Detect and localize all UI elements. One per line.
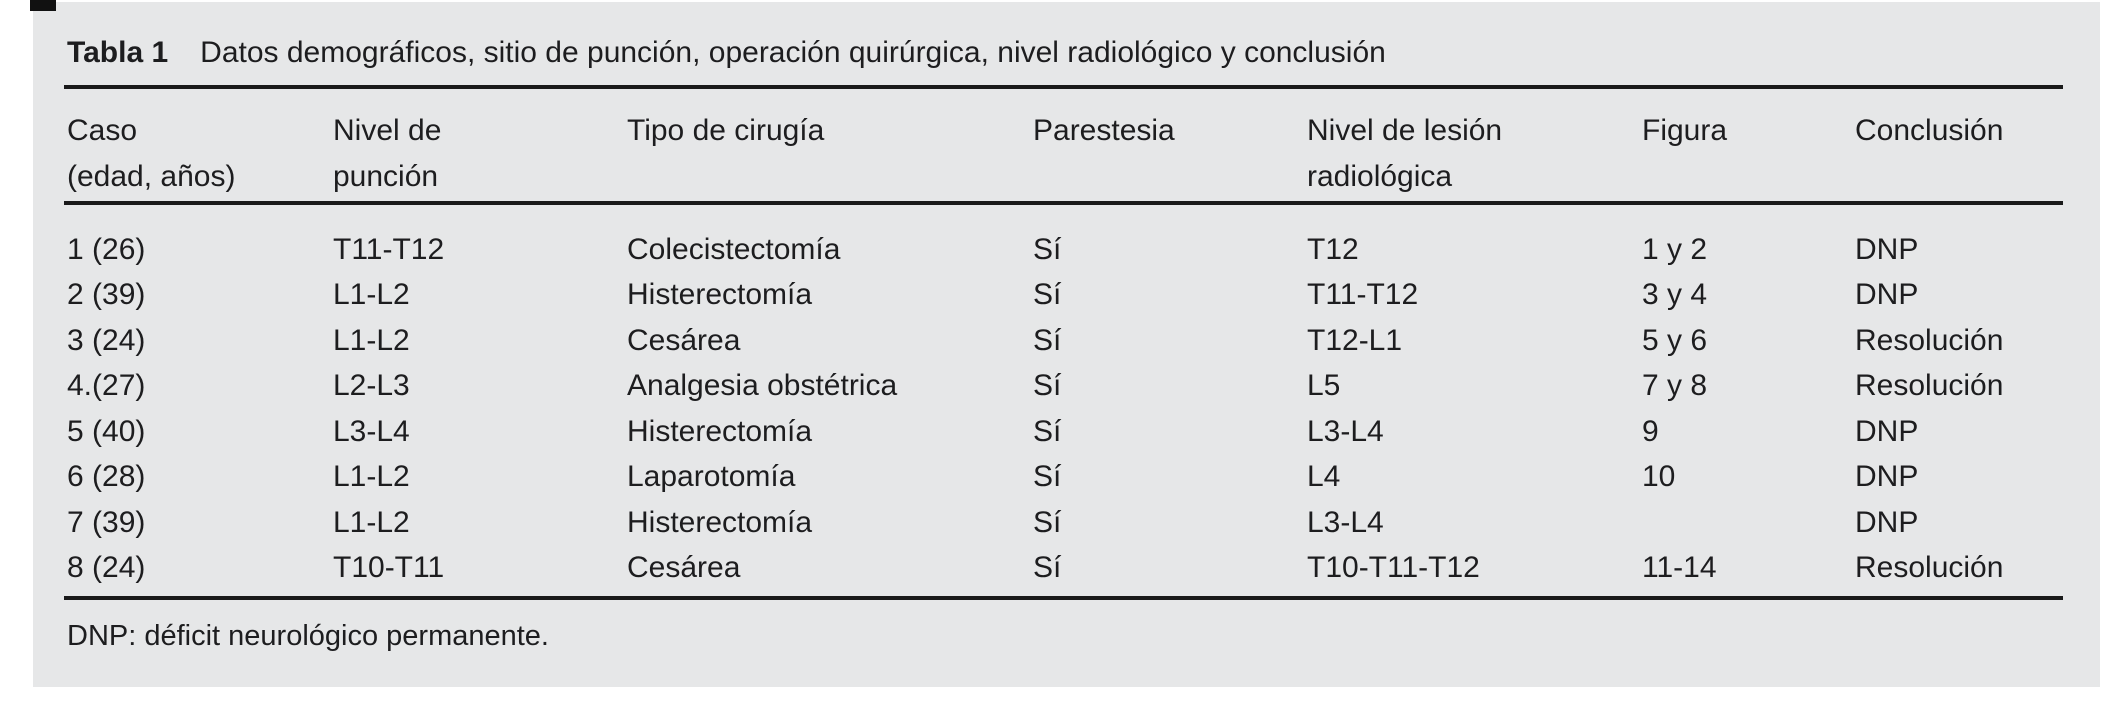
column-header-line: punción — [333, 160, 439, 193]
table-cell-conclusion: DNP — [1855, 505, 1919, 539]
table-cell-conclusion: Resolución — [1855, 369, 2004, 403]
column-header-nivel_lesion: Nivel de lesión radiológica — [1307, 108, 1502, 200]
table-cell-conclusion: DNP — [1855, 278, 1919, 312]
column-header-line: Parestesia — [1033, 114, 1175, 147]
table-row: 3 (24) L1-L2 Cesárea Sí T12-L1 5 y 6 Resolució… — [0, 318, 2120, 364]
table-body: 1 (26) T11-T12 Colecistectomía Sí T12 1 y 2 DN… — [0, 227, 2120, 591]
table-cell-tipo_cirugia: Analgesia obstétrica — [627, 369, 898, 403]
table-cell-conclusion: Resolución — [1855, 323, 2004, 357]
column-header-conclusion: Conclusión — [1855, 108, 2003, 154]
table-cell-tipo_cirugia: Cesárea — [627, 551, 741, 585]
table-title: Tabla 1 Datos demográficos, sitio de punc… — [67, 36, 1967, 70]
table-row: 6 (28) L1-L2 Laparotomía Sí L4 10 DNP — [0, 455, 2120, 501]
table-cell-nivel_puncion: L3-L4 — [333, 414, 410, 448]
table-cell-conclusion: DNP — [1855, 232, 1919, 266]
table-cell-parestesia: Sí — [1033, 460, 1062, 494]
table-cell-nivel_puncion: L1-L2 — [333, 505, 410, 539]
table-cell-parestesia: Sí — [1033, 505, 1062, 539]
table-cell-caso: 4.(27) — [67, 369, 146, 403]
column-header-line: radiológica — [1307, 160, 1453, 193]
table-cell-nivel_lesion: T11-T12 — [1307, 278, 1419, 312]
table-row: 5 (40) L3-L4 Histerectomía Sí L3-L4 9 DNP — [0, 409, 2120, 455]
table-cell-parestesia: Sí — [1033, 278, 1062, 312]
table-cell-figura: 5 y 6 — [1642, 323, 1708, 357]
column-header-caso: Caso (edad, años) — [67, 108, 235, 200]
table-cell-figura: 10 — [1642, 460, 1676, 494]
rule-above-footnote — [64, 596, 2063, 600]
rule-below-title — [64, 85, 2063, 89]
table-cell-nivel_puncion: T11-T12 — [333, 232, 445, 266]
corner-crop-mark — [30, 0, 56, 11]
table-cell-parestesia: Sí — [1033, 414, 1062, 448]
table-cell-nivel_puncion: L1-L2 — [333, 323, 410, 357]
table-cell-nivel_puncion: T10-T11 — [333, 551, 445, 585]
table-cell-tipo_cirugia: Laparotomía — [627, 460, 796, 494]
table-cell-nivel_lesion: T10-T11-T12 — [1307, 551, 1480, 585]
table-footnote: DNP: déficit neurológico permanente. — [67, 620, 549, 652]
table-cell-parestesia: Sí — [1033, 369, 1062, 403]
column-header-nivel_puncion: Nivel de punción — [333, 108, 441, 200]
table-cell-tipo_cirugia: Histerectomía — [627, 278, 813, 312]
table-cell-tipo_cirugia: Histerectomía — [627, 414, 813, 448]
column-header-line: Caso — [67, 114, 138, 147]
table-cell-conclusion: DNP — [1855, 460, 1919, 494]
column-header-line: Conclusión — [1855, 114, 2004, 147]
table-cell-nivel_lesion: T12 — [1307, 232, 1359, 266]
table-cell-tipo_cirugia: Colecistectomía — [627, 232, 841, 266]
table-cell-tipo_cirugia: Cesárea — [627, 323, 741, 357]
table-cell-nivel_puncion: L1-L2 — [333, 460, 410, 494]
table-cell-nivel_puncion: L1-L2 — [333, 278, 410, 312]
column-header-line: Nivel de lesión — [1307, 114, 1503, 147]
table-cell-nivel_lesion: L4 — [1307, 460, 1341, 494]
table-number-label: Tabla 1 — [67, 36, 169, 69]
table-cell-caso: 7 (39) — [67, 505, 146, 539]
table-cell-conclusion: DNP — [1855, 414, 1919, 448]
column-header-line: Tipo de cirugía — [627, 114, 825, 147]
table-panel — [33, 2, 2100, 687]
rule-below-header — [64, 201, 2063, 205]
table-cell-nivel_puncion: L2-L3 — [333, 369, 410, 403]
table-cell-parestesia: Sí — [1033, 551, 1062, 585]
table-row: 8 (24) T10-T11 Cesárea Sí T10-T11-T12 11-14 Re… — [0, 546, 2120, 592]
column-header-line: Figura — [1642, 114, 1728, 147]
column-header-figura: Figura — [1642, 108, 1727, 154]
table-row: 1 (26) T11-T12 Colecistectomía Sí T12 1 y 2 DN… — [0, 227, 2120, 273]
table-cell-nivel_lesion: L5 — [1307, 369, 1341, 403]
table-cell-nivel_lesion: T12-L1 — [1307, 323, 1403, 357]
table-cell-figura: 7 y 8 — [1642, 369, 1708, 403]
table-title-text: Datos demográficos, sitio de punción, op… — [200, 36, 1386, 69]
column-header-line: Nivel de — [333, 114, 442, 147]
table-cell-caso: 8 (24) — [67, 551, 146, 585]
column-header-tipo_cirugia: Tipo de cirugía — [627, 108, 824, 154]
table-cell-figura: 9 — [1642, 414, 1659, 448]
table-cell-tipo_cirugia: Histerectomía — [627, 505, 813, 539]
table-cell-conclusion: Resolución — [1855, 551, 2004, 585]
table-cell-caso: 6 (28) — [67, 460, 146, 494]
column-header-line: (edad, años) — [67, 160, 236, 193]
table-cell-caso: 5 (40) — [67, 414, 146, 448]
table-cell-caso: 2 (39) — [67, 278, 146, 312]
table-cell-figura: 3 y 4 — [1642, 278, 1708, 312]
table-cell-caso: 1 (26) — [67, 232, 146, 266]
column-header-parestesia: Parestesia — [1033, 108, 1175, 154]
table-cell-nivel_lesion: L3-L4 — [1307, 505, 1384, 539]
table-header: Caso (edad, años) Nivel de punción Tipo de c… — [0, 108, 2120, 202]
table-cell-caso: 3 (24) — [67, 323, 146, 357]
table-row: 4.(27) L2-L3 Analgesia obstétrica Sí L5 7 y 8… — [0, 364, 2120, 410]
table-row: 2 (39) L1-L2 Histerectomía Sí T11-T12 3 y 4 DN… — [0, 273, 2120, 319]
table-row: 7 (39) L1-L2 Histerectomía Sí L3-L4 DNP — [0, 500, 2120, 546]
table-cell-figura: 11-14 — [1642, 551, 1717, 585]
table-cell-figura: 1 y 2 — [1642, 232, 1708, 266]
table-cell-parestesia: Sí — [1033, 232, 1062, 266]
table-cell-nivel_lesion: L3-L4 — [1307, 414, 1384, 448]
table-cell-parestesia: Sí — [1033, 323, 1062, 357]
